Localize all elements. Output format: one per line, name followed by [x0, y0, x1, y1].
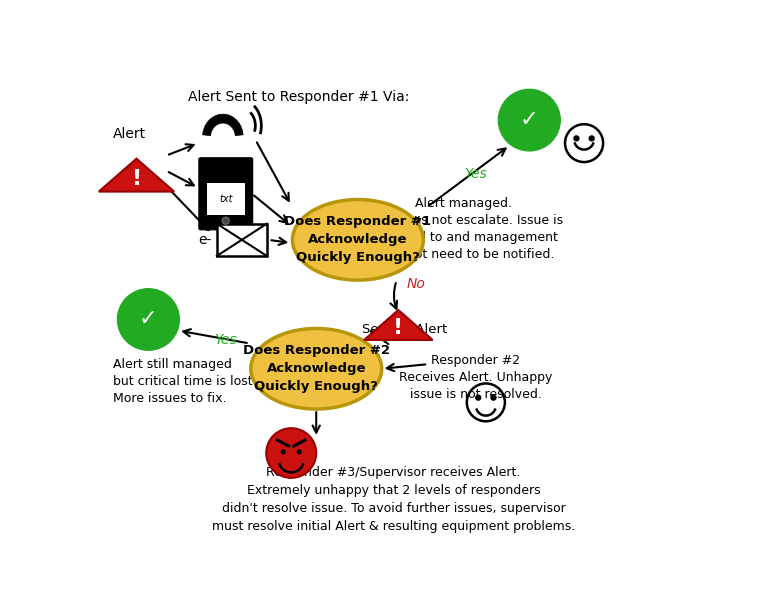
Text: No: No — [289, 438, 308, 451]
Text: Responder #3/Supervisor receives Alert.
Extremely unhappy that 2 levels of respo: Responder #3/Supervisor receives Alert. … — [212, 466, 575, 533]
Text: Does Responder #1
Acknowledge
Quickly Enough?: Does Responder #1 Acknowledge Quickly En… — [284, 215, 432, 264]
Ellipse shape — [574, 136, 579, 141]
Text: Yes: Yes — [464, 167, 487, 181]
Ellipse shape — [266, 428, 316, 478]
Ellipse shape — [250, 328, 382, 409]
Text: ✓: ✓ — [139, 310, 157, 329]
Ellipse shape — [222, 217, 230, 224]
Polygon shape — [203, 114, 243, 136]
Polygon shape — [364, 310, 432, 340]
Text: ✓: ✓ — [520, 110, 538, 130]
Ellipse shape — [475, 395, 481, 400]
Text: txt: txt — [219, 194, 233, 204]
Ellipse shape — [293, 200, 423, 280]
Text: e-: e- — [199, 233, 212, 247]
Ellipse shape — [491, 395, 496, 400]
Text: Alert: Alert — [113, 127, 146, 141]
Polygon shape — [99, 158, 174, 191]
Ellipse shape — [118, 289, 179, 350]
FancyBboxPatch shape — [217, 224, 266, 256]
Text: Responder #2
Receives Alert. Unhappy
issue is not resolved.: Responder #2 Receives Alert. Unhappy iss… — [399, 353, 552, 401]
FancyBboxPatch shape — [207, 184, 244, 215]
Text: Alert still managed
but critical time is lost.
More issues to fix.: Alert still managed but critical time is… — [113, 358, 257, 405]
Ellipse shape — [281, 450, 285, 454]
Ellipse shape — [297, 450, 301, 454]
Text: Does Responder #2
Acknowledge
Quickly Enough?: Does Responder #2 Acknowledge Quickly En… — [243, 344, 389, 393]
Text: !: ! — [393, 319, 403, 338]
FancyBboxPatch shape — [199, 158, 253, 230]
Text: Yes: Yes — [214, 332, 237, 347]
Ellipse shape — [498, 89, 561, 151]
Text: Alert managed.
Alert does not escalate. Issue is
attended to and management
does: Alert managed. Alert does not escalate. … — [364, 197, 564, 261]
Text: Alert Sent to Responder #1 Via:: Alert Sent to Responder #1 Via: — [188, 90, 409, 104]
Text: No: No — [407, 277, 425, 291]
Text: !: ! — [131, 169, 141, 189]
Ellipse shape — [589, 136, 594, 141]
Text: Second Alert: Second Alert — [362, 323, 447, 335]
